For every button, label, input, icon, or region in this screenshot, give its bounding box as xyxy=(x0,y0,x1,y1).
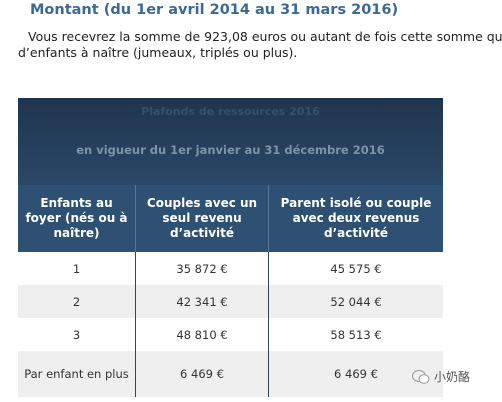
table-cell: 6 469 € xyxy=(268,351,443,397)
column-header: Couples avec un seul revenu d’activité xyxy=(135,185,269,252)
watermark-text: 小奶酪 xyxy=(434,370,471,384)
column-header: Parent isolé ou couple avec deux revenus… xyxy=(268,185,443,252)
table-row: 2 42 341 €52 044 € xyxy=(18,285,443,318)
table-cell: 3 xyxy=(72,327,81,342)
caption-title: Plafonds de ressources 2016 xyxy=(141,105,320,118)
table-cell: 48 810 € xyxy=(135,318,269,351)
table-cell: 1 xyxy=(72,261,81,276)
table-row: 3 48 810 €58 513 € xyxy=(18,318,443,351)
watermark: 小奶酪 xyxy=(412,368,470,385)
table-caption: Plafonds de ressources 2016 en vigueur d… xyxy=(18,98,443,185)
table-cell: 6 469 € xyxy=(135,351,269,397)
table-cell: 35 872 € xyxy=(135,252,269,285)
table-body: 1 35 872 €45 575 €2 42 341 €52 044 €3 48 81… xyxy=(18,252,443,397)
table-row: 1 35 872 €45 575 € xyxy=(18,252,443,285)
table-cell: 42 341 € xyxy=(135,285,269,318)
table-cell: 45 575 € xyxy=(268,252,443,285)
watermark-icon xyxy=(412,369,430,384)
table-cell: 58 513 € xyxy=(268,318,443,351)
column-header: Enfants au foyer (nés ou à naître) xyxy=(18,185,136,252)
table: Plafonds de ressources 2016 en vigueur d… xyxy=(18,98,443,397)
paragraph: Vous recevrez la somme de 923,08 euros o… xyxy=(18,29,502,60)
heading: Montant (du 1er avril 2014 au 31 mars 20… xyxy=(30,2,399,18)
caption-subtitle: en vigueur du 1er janvier au 31 décembre… xyxy=(76,143,385,157)
table-row: Par enfant en plus 6 469 €6 469 € xyxy=(18,351,443,397)
table-cell: 52 044 € xyxy=(268,285,443,318)
table-cell: Par enfant en plus xyxy=(18,351,136,397)
table-cell: 2 xyxy=(18,285,136,318)
